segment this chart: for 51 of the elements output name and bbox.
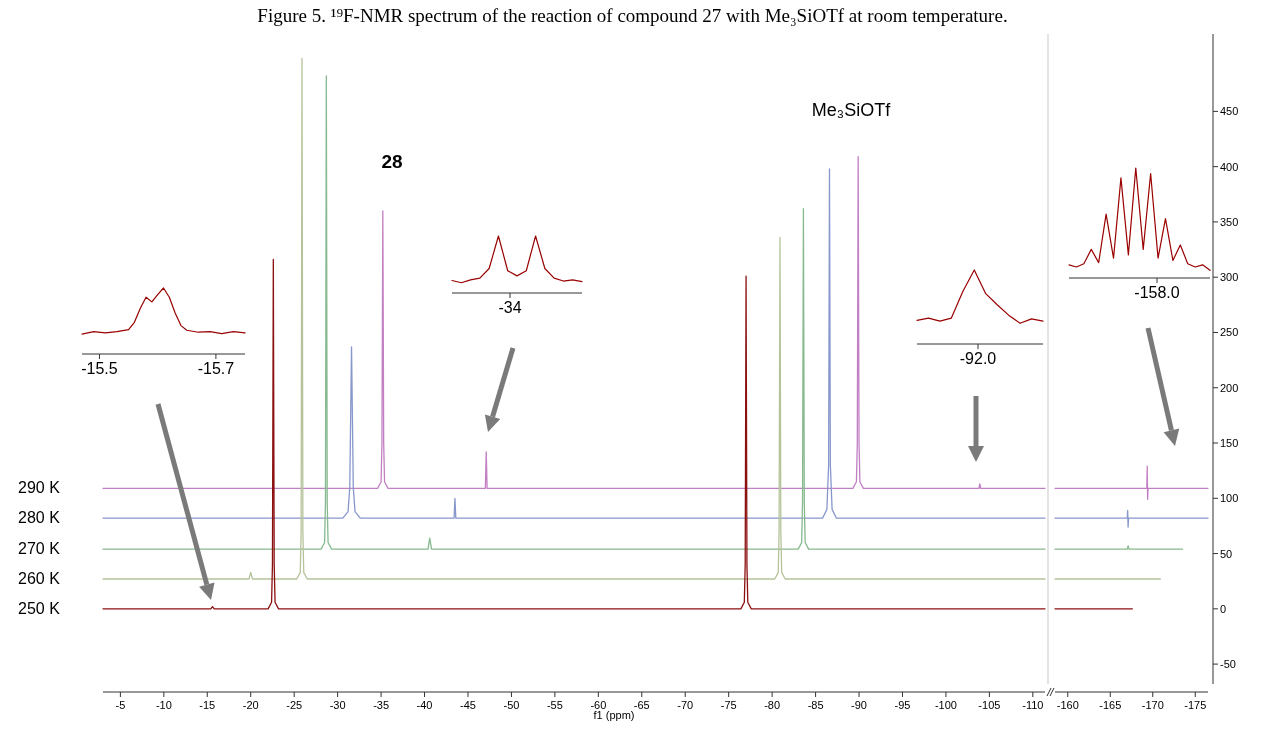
x-tick-label: -170 (1141, 699, 1164, 711)
y-tick-label: 200 (1220, 381, 1239, 394)
y-tick-label: 150 (1220, 437, 1239, 450)
x-tick-label: -105 (978, 699, 1001, 711)
x-tick-label: -5 (115, 699, 126, 711)
x-tick-label: -175 (1184, 699, 1207, 711)
y-tick-label: 0 (1220, 602, 1227, 615)
x-tick-label: -15 (199, 699, 216, 711)
y-tick-label: 50 (1220, 547, 1233, 560)
x-tick-label: -30 (329, 699, 346, 711)
x-tick-label: -95 (894, 699, 911, 711)
y-tick-label: 400 (1220, 160, 1239, 173)
x-tick-label: -25 (286, 699, 303, 711)
y-tick-label: 300 (1220, 271, 1239, 284)
annotation: 28 (381, 151, 403, 172)
annotation: Me₃SiOTf (811, 100, 892, 120)
x-tick-label: -165 (1099, 699, 1122, 711)
x-tick-label: -35 (373, 699, 390, 711)
text: 260 K (18, 569, 61, 587)
x-tick-label: -40 (416, 699, 433, 711)
text: 270 K (18, 540, 61, 558)
annotation: -92.0 (959, 350, 997, 367)
y-tick-label: 250 (1220, 326, 1239, 339)
x-tick-label: -50 (503, 699, 520, 711)
annotation: -34 (498, 299, 522, 316)
x-tick-label: -65 (633, 699, 650, 711)
x-tick-label: -55 (546, 699, 563, 711)
x-axis-title: f1 (ppm) (593, 709, 635, 721)
text: 250 K (18, 599, 61, 617)
x-tick-label: -80 (764, 699, 781, 711)
y-tick-label: 100 (1220, 492, 1239, 505)
y-tick-label: 450 (1220, 105, 1239, 118)
text: 280 K (18, 509, 61, 527)
y-tick-label: -50 (1220, 658, 1236, 671)
x-tick-label: -100 (934, 699, 957, 711)
x-tick-label: -70 (677, 699, 694, 711)
x-tick-label: -110 (1022, 699, 1044, 711)
x-tick-label: -75 (720, 699, 737, 711)
x-tick-label: -10 (155, 699, 172, 711)
x-tick-label: -60 (590, 699, 607, 711)
x-tick-label: -20 (242, 699, 259, 711)
y-tick-label: 350 (1220, 215, 1239, 228)
x-tick-label: -15.7 (197, 360, 235, 377)
annotation: -158.0 (1134, 284, 1180, 301)
x-tick-label: -85 (807, 699, 824, 711)
x-tick-label: -160 (1056, 699, 1079, 711)
x-tick-label: -90 (851, 699, 867, 711)
x-tick-label: -15.5 (81, 360, 118, 377)
x-tick-label: -45 (460, 699, 476, 711)
chart-title: Figure 5. ¹⁹F-NMR spectrum of the reaction of compound 27 with Me₃SiOTf at room temperature. (257, 5, 1008, 26)
text: 290 K (18, 479, 61, 497)
